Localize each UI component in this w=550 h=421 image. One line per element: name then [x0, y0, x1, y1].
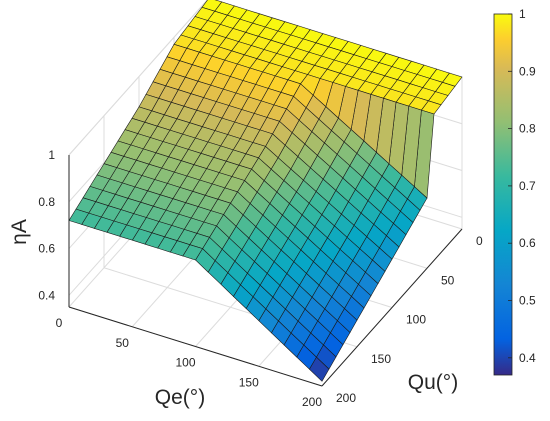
y-tick-label: 200	[336, 391, 356, 405]
y-tick-label: 150	[371, 352, 391, 366]
colorbar-tick-label: 0.6	[519, 236, 536, 250]
x-tick-label: 0	[56, 316, 63, 330]
z-tick-label: 0.4	[38, 288, 55, 302]
y-tick-label: 0	[476, 234, 483, 248]
y-axis-title: Qu(°)	[408, 371, 458, 394]
colorbar-tick-label: 1	[519, 7, 526, 21]
surface-mesh	[69, 0, 462, 381]
x-tick-label: 200	[302, 395, 322, 409]
x-tick-label: 100	[175, 356, 195, 370]
colorbar-tick-label: 0.8	[519, 122, 536, 136]
colorbar: 0.4 0.5 0.6 0.7 0.8 0.9 1	[494, 7, 536, 375]
z-tick-label: 0.6	[38, 242, 55, 256]
colorbar-tick-label: 0.9	[519, 64, 536, 78]
z-tick-label: 1	[48, 148, 55, 162]
x-tick-label: 50	[116, 336, 130, 350]
colorbar-tick-label: 0.7	[519, 179, 536, 193]
colorbar-gradient	[494, 14, 512, 375]
colorbar-tick-label: 0.5	[519, 294, 536, 308]
z-tick-label: 0.8	[38, 195, 55, 209]
y-tick-label: 100	[406, 313, 426, 327]
y-tick-label: 50	[441, 273, 455, 287]
x-tick-label: 150	[239, 375, 259, 389]
x-axis-title: Qe(°)	[155, 386, 205, 409]
z-axis-title: ηA	[8, 219, 31, 245]
colorbar-tick-label: 0.4	[519, 351, 536, 365]
